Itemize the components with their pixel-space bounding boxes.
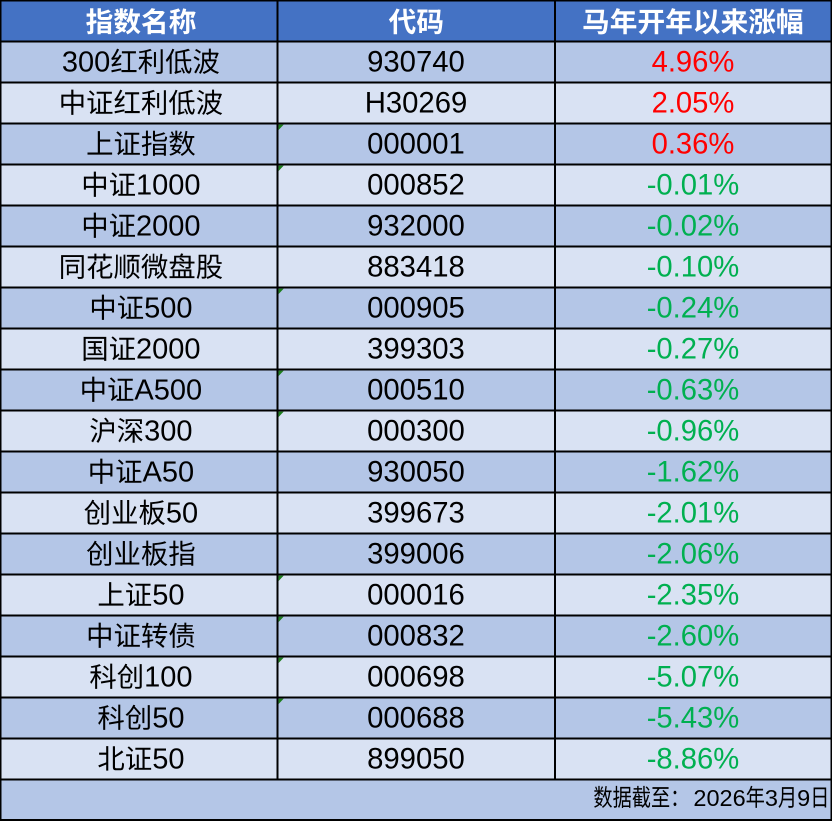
svg-text:000832: 000832 bbox=[367, 620, 465, 653]
svg-text:932000: 932000 bbox=[367, 210, 465, 243]
svg-text:-0.10%: -0.10% bbox=[647, 252, 739, 284]
svg-text:1000: 1000 bbox=[136, 170, 201, 202]
svg-text:930050: 930050 bbox=[367, 456, 465, 489]
svg-text:-0.02%: -0.02% bbox=[647, 211, 739, 243]
svg-text:-5.43%: -5.43% bbox=[647, 703, 739, 735]
svg-text:000698: 000698 bbox=[367, 661, 465, 694]
svg-text:2.05%: 2.05% bbox=[652, 88, 735, 120]
svg-text:399673: 399673 bbox=[367, 497, 465, 530]
svg-text:100: 100 bbox=[144, 662, 192, 694]
svg-text:-2.06%: -2.06% bbox=[647, 539, 739, 571]
svg-text:50: 50 bbox=[152, 744, 184, 776]
svg-text:2000: 2000 bbox=[136, 334, 201, 366]
svg-text:000300: 000300 bbox=[367, 415, 465, 448]
svg-text:9: 9 bbox=[797, 785, 810, 811]
svg-text:A50: A50 bbox=[143, 457, 195, 489]
svg-text:2026: 2026 bbox=[693, 785, 745, 811]
svg-text:000852: 000852 bbox=[367, 169, 465, 202]
svg-text:-2.60%: -2.60% bbox=[647, 621, 739, 653]
svg-text:-0.01%: -0.01% bbox=[647, 170, 739, 202]
svg-text:-0.27%: -0.27% bbox=[647, 334, 739, 366]
svg-text:000016: 000016 bbox=[367, 579, 465, 612]
svg-text:000905: 000905 bbox=[367, 292, 465, 325]
svg-text:2000: 2000 bbox=[136, 211, 201, 243]
svg-text:3: 3 bbox=[765, 785, 778, 811]
svg-text:-2.01%: -2.01% bbox=[647, 498, 739, 530]
svg-text:883418: 883418 bbox=[367, 251, 465, 284]
svg-text:-0.96%: -0.96% bbox=[647, 416, 739, 448]
svg-text:-1.62%: -1.62% bbox=[647, 457, 739, 489]
svg-text:399006: 399006 bbox=[367, 538, 465, 571]
svg-text:300: 300 bbox=[62, 47, 110, 79]
svg-text:-0.24%: -0.24% bbox=[647, 293, 739, 325]
svg-text:000510: 000510 bbox=[367, 374, 465, 407]
svg-text:000001: 000001 bbox=[367, 128, 465, 161]
svg-text:-8.86%: -8.86% bbox=[647, 744, 739, 776]
svg-text:-0.63%: -0.63% bbox=[647, 375, 739, 407]
svg-text:50: 50 bbox=[152, 703, 184, 735]
svg-text:50: 50 bbox=[152, 580, 184, 612]
svg-text:50: 50 bbox=[166, 498, 198, 530]
svg-text:4.96%: 4.96% bbox=[652, 47, 735, 79]
svg-text:-2.35%: -2.35% bbox=[647, 580, 739, 612]
svg-text:399303: 399303 bbox=[367, 333, 465, 366]
svg-text:000688: 000688 bbox=[367, 702, 465, 735]
svg-text:H30269: H30269 bbox=[365, 87, 468, 120]
svg-text:-5.07%: -5.07% bbox=[647, 662, 739, 694]
svg-text:300: 300 bbox=[144, 416, 192, 448]
svg-text:899050: 899050 bbox=[367, 743, 465, 776]
svg-text:A500: A500 bbox=[134, 375, 202, 407]
svg-text:0.36%: 0.36% bbox=[652, 129, 735, 161]
svg-text:500: 500 bbox=[144, 293, 192, 325]
svg-text:930740: 930740 bbox=[367, 46, 465, 79]
